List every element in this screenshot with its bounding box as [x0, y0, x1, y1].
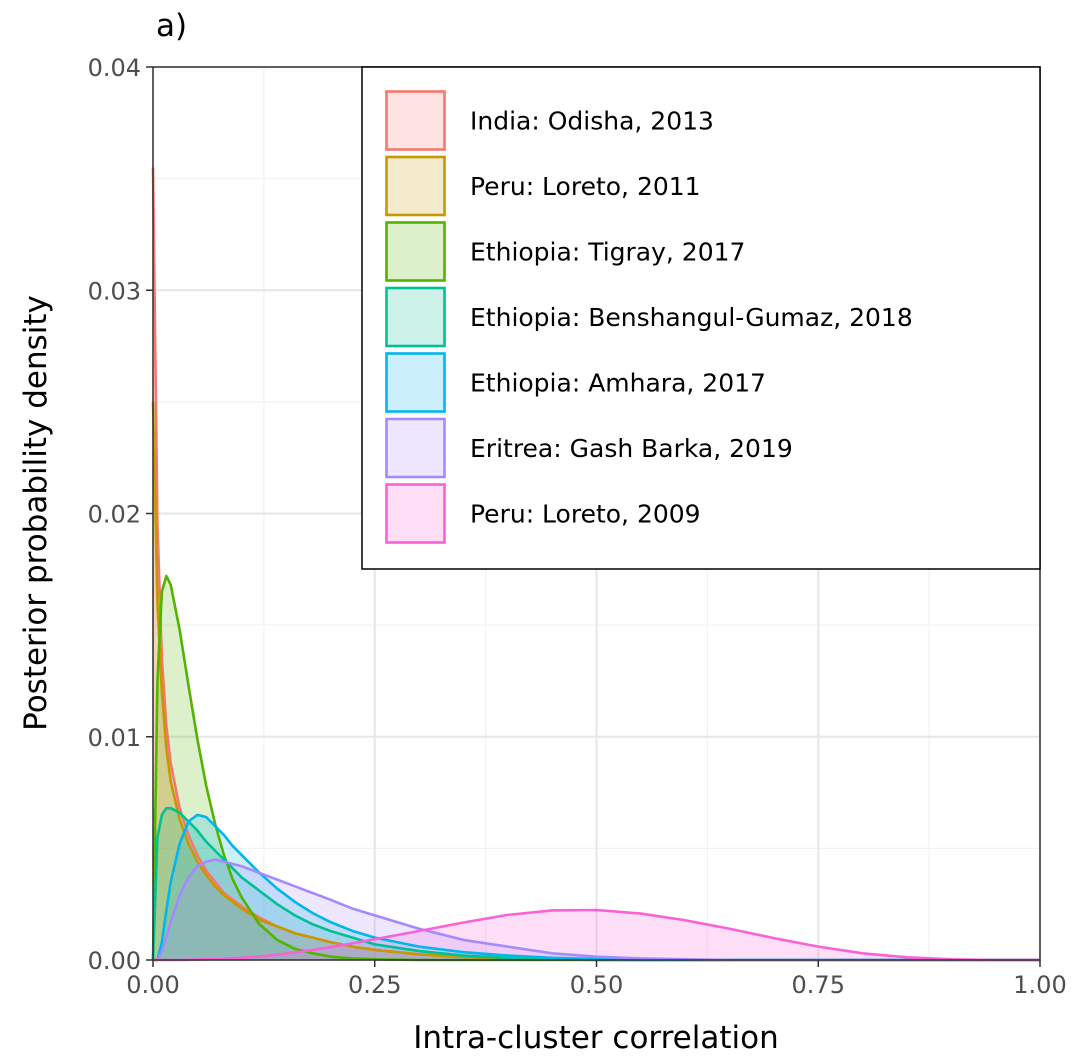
legend-label: India: Odisha, 2013	[470, 107, 714, 136]
legend-label: Peru: Loreto, 2011	[470, 172, 701, 201]
legend-label: Eritrea: Gash Barka, 2019	[470, 434, 793, 463]
panel-label: a)	[156, 8, 188, 44]
legend-label: Peru: Loreto, 2009	[470, 500, 701, 529]
legend: India: Odisha, 2013 Peru: Loreto, 2011 Eth…	[361, 66, 1041, 570]
legend-key	[385, 221, 446, 282]
x-tick-label: 0.25	[348, 971, 401, 999]
legend-key-bg	[385, 417, 446, 479]
legend-key-bg	[385, 155, 446, 217]
legend-label: Ethiopia: Benshangul-Gumaz, 2018	[470, 303, 913, 332]
y-axis-title: Posterior probability density	[18, 295, 54, 731]
legend-key-bg	[385, 483, 446, 544]
x-tick-label: 0.00	[126, 971, 179, 999]
legend-key	[385, 352, 446, 413]
legend-key	[385, 155, 446, 217]
x-tick-label: 0.75	[792, 971, 845, 999]
legend-key	[385, 417, 446, 479]
legend-label: Ethiopia: Amhara, 2017	[470, 369, 766, 398]
y-axis-ticks: 0.00 0.01 0.02 0.03 0.04	[88, 54, 153, 975]
x-axis-title: Intra-cluster correlation	[413, 1020, 779, 1056]
legend-box	[361, 66, 1041, 570]
y-tick-label: 0.04	[88, 54, 141, 82]
y-tick-label: 0.03	[88, 277, 141, 305]
legend-key	[385, 286, 446, 348]
legend-key-bg	[385, 352, 446, 413]
legend-key	[385, 483, 446, 544]
x-tick-label: 1.00	[1013, 971, 1066, 999]
legend-key-bg	[385, 90, 446, 151]
density-area-3	[153, 808, 1040, 960]
legend-key-bg	[385, 221, 446, 282]
density-area-5	[153, 859, 1040, 960]
density-area-2	[153, 576, 1040, 960]
x-tick-label: 0.50	[570, 971, 623, 999]
density-area-4	[153, 814, 1040, 960]
x-axis-ticks: 0.00 0.25 0.50 0.75 1.00	[126, 960, 1067, 999]
y-tick-label: 0.00	[88, 947, 141, 975]
y-tick-label: 0.01	[88, 724, 141, 752]
legend-key-bg	[385, 286, 446, 348]
legend-key	[385, 90, 446, 151]
y-tick-label: 0.02	[88, 501, 141, 529]
legend-label: Ethiopia: Tigray, 2017	[470, 238, 745, 267]
